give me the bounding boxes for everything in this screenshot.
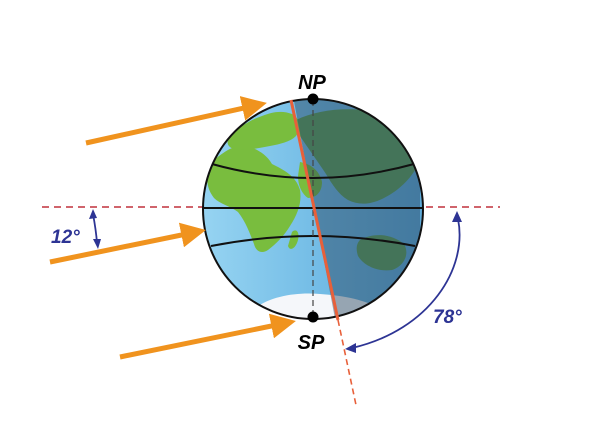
- continent-asia: [296, 109, 420, 204]
- arrowhead-up-icon: [89, 209, 97, 219]
- south-pole-dot: [307, 311, 319, 323]
- arrowhead-left-icon: [345, 343, 356, 353]
- rotation-axis-extension: [337, 319, 357, 406]
- arrowhead-down-icon: [93, 239, 101, 249]
- tilt-angle-label: 12°: [51, 227, 80, 248]
- complement-angle-marker: [345, 211, 462, 353]
- continent-arabia: [298, 162, 322, 198]
- north-pole-label: NP: [298, 72, 326, 94]
- tropic-south: [210, 235, 416, 247]
- sun-ray-bottom: [119, 313, 296, 360]
- continent-antarctica: [250, 293, 392, 319]
- tilt-angle-marker: [89, 209, 101, 249]
- sun-ray-top: [85, 96, 267, 146]
- continent-europe: [227, 111, 300, 150]
- tropic-north: [211, 163, 415, 179]
- night-shade: [290, 99, 420, 319]
- rotation-axis: [289, 99, 340, 321]
- arrowhead-up-right-icon: [452, 211, 462, 222]
- island-madagascar: [288, 230, 299, 249]
- complement-angle-arc: [351, 218, 461, 349]
- north-pole-dot: [307, 93, 319, 105]
- continent-africa: [207, 145, 301, 252]
- south-pole-label: SP: [298, 332, 325, 354]
- continent-australia: [356, 235, 407, 271]
- complement-angle-label: 78°: [433, 307, 462, 328]
- sun-ray-middle: [49, 222, 206, 265]
